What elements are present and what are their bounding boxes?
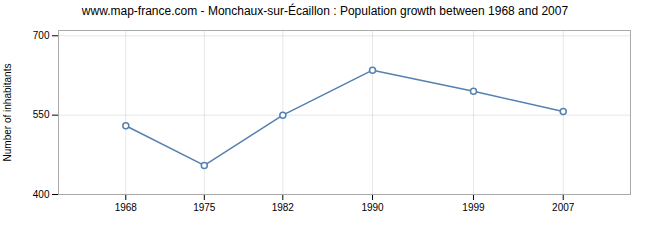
svg-text:Number of inhabitants: Number of inhabitants [2, 64, 13, 162]
svg-text:1968: 1968 [115, 202, 138, 213]
svg-text:550: 550 [33, 109, 50, 120]
svg-text:1975: 1975 [193, 202, 216, 213]
svg-text:1990: 1990 [361, 202, 384, 213]
html-text:www.map-france.com - Monchaux-: www.map-france.com - Monchaux-sur-Écaill… [81, 4, 569, 18]
svg-text:700: 700 [33, 30, 50, 41]
svg-text:1999: 1999 [462, 202, 485, 213]
svg-text:1982: 1982 [272, 202, 295, 213]
svg-text:2007: 2007 [552, 202, 575, 213]
svg-text:400: 400 [33, 189, 50, 200]
